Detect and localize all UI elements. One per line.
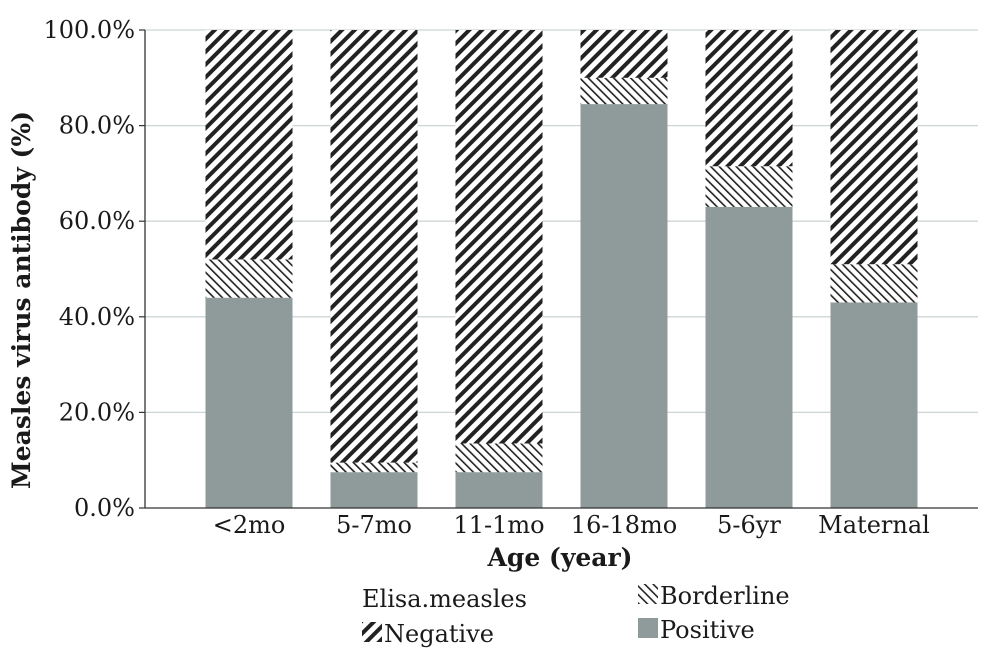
y-tick-label: 20.0% bbox=[59, 398, 135, 426]
x-tick-label: 5-7mo bbox=[336, 511, 412, 539]
x-tick-label: 16-18mo bbox=[571, 511, 677, 539]
y-tick-label: 80.0% bbox=[59, 112, 135, 140]
bar-borderline-3 bbox=[580, 77, 668, 105]
bar-negative-2 bbox=[455, 30, 543, 444]
y-tick-label: 40.0% bbox=[59, 303, 135, 331]
bar-borderline-0 bbox=[205, 259, 293, 298]
bar-positive-5 bbox=[830, 302, 918, 508]
x-tick-label: 11-1mo bbox=[453, 511, 544, 539]
y-tick-label: 60.0% bbox=[59, 207, 135, 235]
legend: Elisa.measles Negative Borderline Positi… bbox=[362, 582, 790, 648]
x-tick-label: Maternal bbox=[818, 511, 930, 539]
y-axis-title: Measles virus antibody (%) bbox=[7, 111, 36, 489]
bars bbox=[205, 30, 918, 509]
bar-borderline-5 bbox=[830, 264, 918, 303]
bar-borderline-4 bbox=[705, 166, 793, 207]
y-tick-label: 100.0% bbox=[43, 16, 135, 44]
legend-label-negative: Negative bbox=[384, 620, 494, 648]
bar-positive-3 bbox=[580, 104, 668, 508]
bar-positive-1 bbox=[330, 472, 418, 508]
y-axis: 0.0% 20.0% 40.0% 60.0% 80.0% 100.0% bbox=[43, 16, 146, 522]
legend-label-positive: Positive bbox=[660, 616, 755, 644]
legend-swatch-negative bbox=[362, 622, 382, 642]
bar-borderline-1 bbox=[330, 462, 418, 473]
legend-swatch-positive bbox=[638, 618, 658, 638]
bar-positive-0 bbox=[205, 297, 293, 508]
legend-swatch-borderline bbox=[638, 584, 658, 604]
bar-negative-0 bbox=[205, 30, 293, 260]
bar-negative-4 bbox=[705, 30, 793, 167]
bar-negative-3 bbox=[580, 30, 668, 78]
bar-borderline-2 bbox=[455, 443, 543, 473]
x-axis-title: Age (year) bbox=[487, 543, 633, 572]
bar-positive-2 bbox=[455, 472, 543, 508]
legend-title: Elisa.measles bbox=[362, 585, 527, 613]
bar-negative-1 bbox=[330, 30, 418, 463]
y-tick-label: 0.0% bbox=[74, 494, 135, 522]
bar-negative-5 bbox=[830, 30, 918, 265]
x-axis: <2mo 5-7mo 11-1mo 16-18mo 5-6yr Maternal bbox=[145, 507, 978, 539]
bar-positive-4 bbox=[705, 206, 793, 509]
x-tick-label: <2mo bbox=[213, 511, 286, 539]
legend-label-borderline: Borderline bbox=[660, 582, 790, 610]
x-tick-label: 5-6yr bbox=[717, 511, 781, 539]
